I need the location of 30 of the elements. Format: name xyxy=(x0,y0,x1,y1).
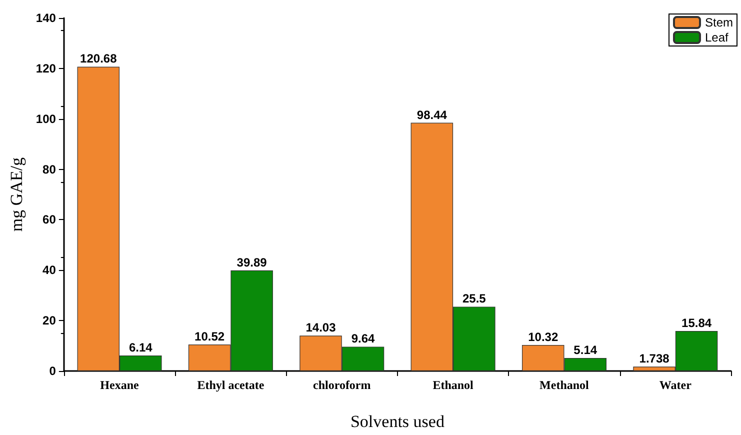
y-tick-label: 20 xyxy=(42,314,56,328)
data-label: 25.5 xyxy=(462,292,486,306)
y-tick-label: 60 xyxy=(42,212,56,227)
y-tick-label: 120 xyxy=(36,61,56,76)
y-tick-label: 100 xyxy=(36,112,56,126)
data-label: 1.738 xyxy=(639,352,670,366)
data-label: 98.44 xyxy=(416,108,448,122)
y-tick-label: 40 xyxy=(42,263,56,278)
legend-label: Leaf xyxy=(704,30,730,44)
data-label: 9.64 xyxy=(351,332,375,346)
data-label: 15.84 xyxy=(682,316,712,330)
data-label: 14.03 xyxy=(306,320,336,335)
data-label: 39.89 xyxy=(236,255,268,270)
legend-label: Stem xyxy=(704,16,734,30)
x-tick-label: Hexane xyxy=(100,378,140,392)
data-label: 120.68 xyxy=(80,52,118,66)
y-tick-label: 80 xyxy=(42,162,56,176)
x-tick-label: chloroform xyxy=(312,378,371,392)
data-label: 10.32 xyxy=(528,330,558,344)
data-label: 10.52 xyxy=(194,329,225,344)
x-tick-label: Ethyl acetate xyxy=(197,378,265,392)
data-label: 6.14 xyxy=(128,340,153,355)
data-label: 5.14 xyxy=(574,343,598,358)
x-tick-label: Ethanol xyxy=(432,378,474,392)
y-tick-label: 0 xyxy=(49,364,56,378)
y-axis-title: mg GAE/g xyxy=(7,156,26,232)
x-tick-label: Methanol xyxy=(540,378,590,392)
x-axis-title: Solvents used xyxy=(350,412,445,431)
x-tick-label: Water xyxy=(659,378,692,392)
y-tick-label: 140 xyxy=(36,11,56,25)
